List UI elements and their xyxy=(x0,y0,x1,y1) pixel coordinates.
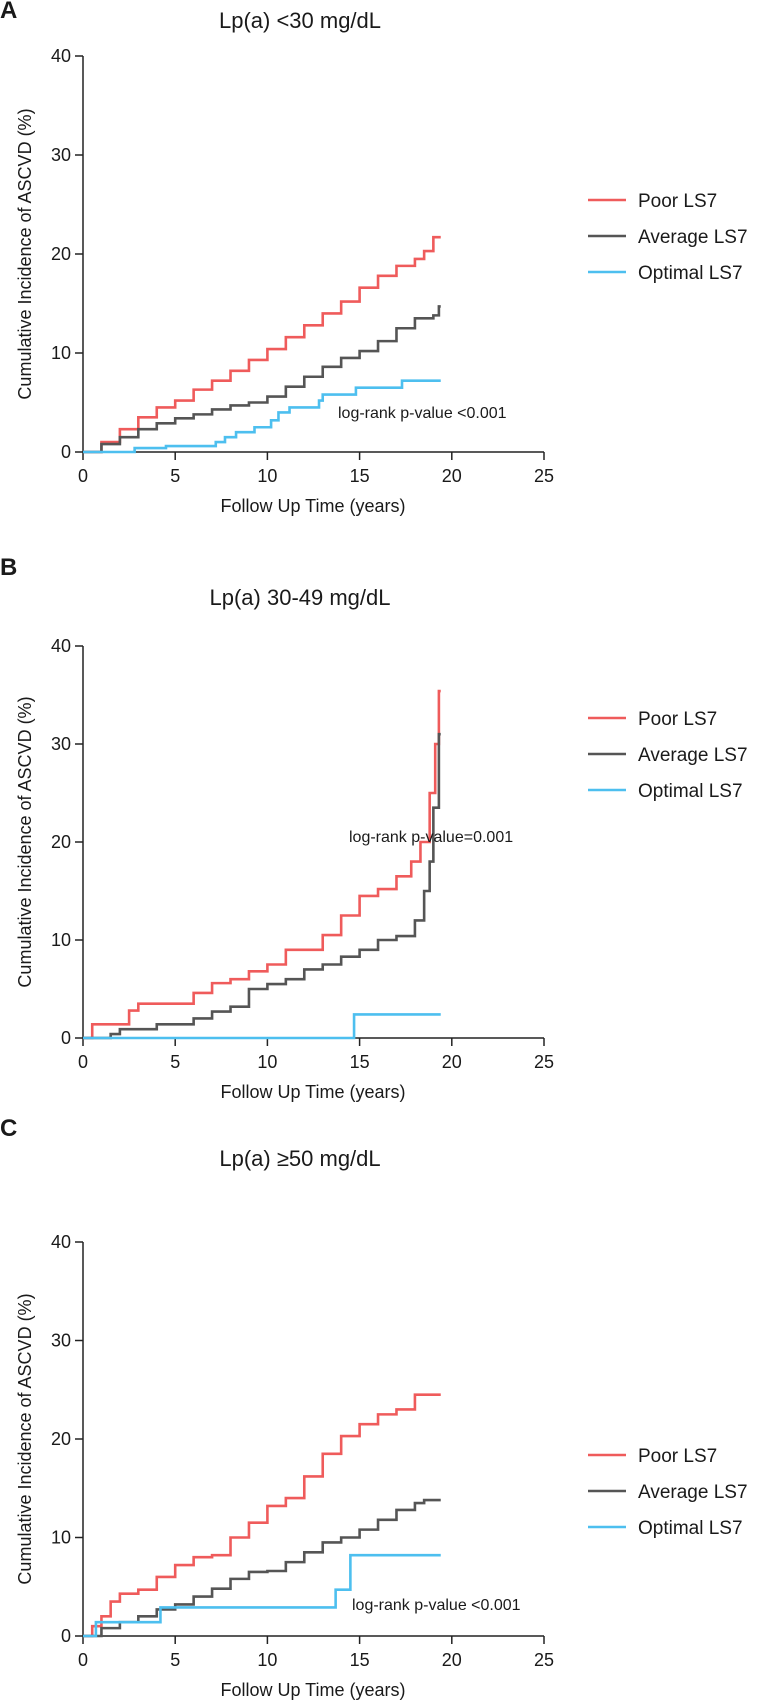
panel-title: Lp(a) <30 mg/dL xyxy=(219,8,381,33)
x-axis-title: Follow Up Time (years) xyxy=(220,496,405,516)
series-line-poor-ls7 xyxy=(83,235,441,454)
y-axis-title: Cumulative Incidence of ASCVD (%) xyxy=(15,696,35,987)
p-value-annotation: log-rank p-value <0.001 xyxy=(352,1597,521,1614)
y-tick-label: 10 xyxy=(51,1528,71,1548)
x-tick-label: 20 xyxy=(442,466,462,486)
x-axis-title: Follow Up Time (years) xyxy=(220,1680,405,1700)
panel-label: B xyxy=(0,554,17,581)
x-tick-label: 20 xyxy=(442,1052,462,1072)
series-line-optimal-ls7 xyxy=(83,1013,441,1040)
panel-title: Lp(a) 30-49 mg/dL xyxy=(210,585,391,610)
legend-label: Average LS7 xyxy=(638,1482,748,1503)
y-tick-label: 30 xyxy=(51,734,71,754)
panel-b: B Lp(a) 30-49 mg/dL 0 5 10 15 20 25 0 10 20 30 40 Fol… xyxy=(0,554,748,1102)
series-line-optimal-ls7 xyxy=(83,1553,441,1638)
x-tick-label: 0 xyxy=(78,1650,88,1670)
panel-c: C Lp(a) ≥50 mg/dL 0 5 10 15 20 25 0 10 20 30 40 Follo… xyxy=(0,1115,748,1700)
x-tick-label: 15 xyxy=(350,1650,370,1670)
series-line-optimal-ls7 xyxy=(83,379,441,454)
x-tick-label: 20 xyxy=(442,1650,462,1670)
p-value-annotation: log-rank p-value=0.001 xyxy=(349,829,513,846)
y-axis-title: Cumulative Incidence of ASCVD (%) xyxy=(15,108,35,399)
y-tick-label: 20 xyxy=(51,832,71,852)
y-tick-label: 20 xyxy=(51,1429,71,1449)
legend-label: Poor LS7 xyxy=(638,191,717,212)
x-tick-label: 5 xyxy=(170,466,180,486)
y-tick-label: 0 xyxy=(61,442,71,462)
y-tick-label: 0 xyxy=(61,1626,71,1646)
legend-label: Optimal LS7 xyxy=(638,1518,743,1539)
x-tick-label: 10 xyxy=(257,1052,277,1072)
legend-label: Average LS7 xyxy=(638,745,748,766)
y-tick-label: 10 xyxy=(51,343,71,363)
series-line-poor-ls7 xyxy=(83,689,441,1040)
series-line-average-ls7 xyxy=(83,305,441,454)
y-tick-label: 40 xyxy=(51,1232,71,1252)
p-value-annotation: log-rank p-value <0.001 xyxy=(338,405,507,422)
y-tick-label: 30 xyxy=(51,145,71,165)
panel-label: C xyxy=(0,1115,17,1142)
x-tick-label: 25 xyxy=(534,1650,554,1670)
series-line-average-ls7 xyxy=(83,732,441,1040)
y-tick-label: 10 xyxy=(51,930,71,950)
y-axis-title: Cumulative Incidence of ASCVD (%) xyxy=(15,1293,35,1584)
x-tick-label: 15 xyxy=(350,466,370,486)
y-tick-label: 0 xyxy=(61,1028,71,1048)
x-tick-label: 15 xyxy=(350,1052,370,1072)
x-tick-label: 0 xyxy=(78,1052,88,1072)
x-axis-title: Follow Up Time (years) xyxy=(220,1082,405,1102)
y-tick-label: 40 xyxy=(51,46,71,66)
legend-label: Optimal LS7 xyxy=(638,781,743,802)
x-tick-label: 5 xyxy=(170,1650,180,1670)
legend-label: Poor LS7 xyxy=(638,1446,717,1467)
series-line-average-ls7 xyxy=(83,1498,441,1638)
legend-label: Average LS7 xyxy=(638,227,748,248)
x-tick-label: 10 xyxy=(257,466,277,486)
legend-label: Optimal LS7 xyxy=(638,263,743,284)
series-line-poor-ls7 xyxy=(83,1393,441,1638)
panel-title: Lp(a) ≥50 mg/dL xyxy=(219,1146,380,1171)
x-tick-label: 0 xyxy=(78,466,88,486)
panel-label: A xyxy=(0,0,17,24)
x-tick-label: 25 xyxy=(534,466,554,486)
legend-label: Poor LS7 xyxy=(638,709,717,730)
y-tick-label: 20 xyxy=(51,244,71,264)
panel-a: A Lp(a) <30 mg/dL 0 5 10 15 20 25 0 10 20 30 40 Follo… xyxy=(0,0,748,516)
x-tick-label: 10 xyxy=(257,1650,277,1670)
y-tick-label: 30 xyxy=(51,1331,71,1351)
y-tick-label: 40 xyxy=(51,636,71,656)
x-tick-label: 25 xyxy=(534,1052,554,1072)
x-tick-label: 5 xyxy=(170,1052,180,1072)
